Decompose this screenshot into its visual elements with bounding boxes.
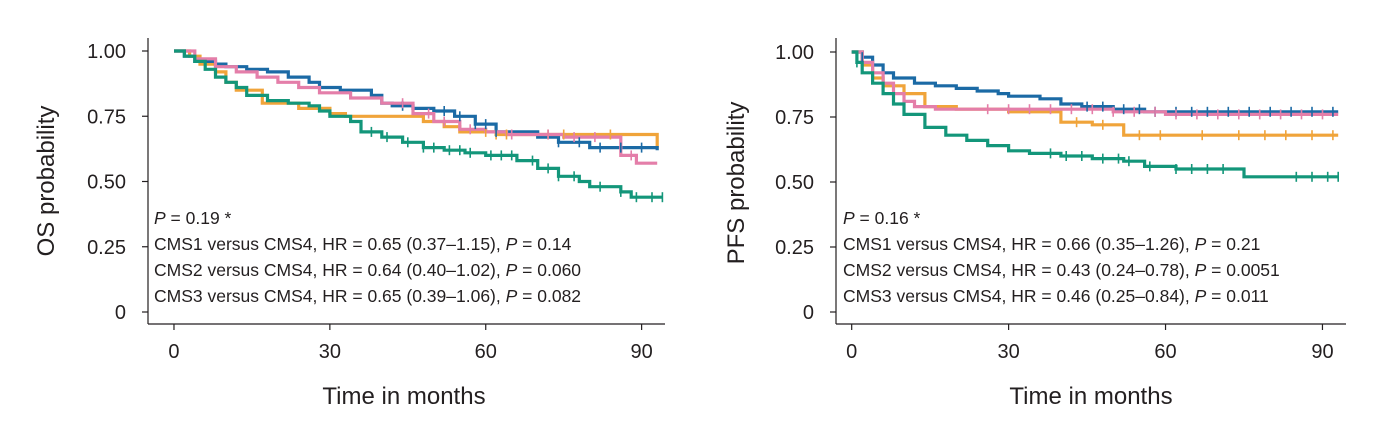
pfs-y-axis-title: PFS probability — [723, 102, 750, 265]
pfs-hr-p-value-cms2: = 0.0051 — [1206, 260, 1279, 280]
pfs-hr-text-cms1: CMS1 versus CMS4, HR = 0.66 (0.35–1.26), — [843, 234, 1195, 254]
pfs-hr-line-cms3: CMS3 versus CMS4, HR = 0.46 (0.25–0.84),… — [843, 286, 1269, 306]
os-hr-p-label-cms1: P — [506, 234, 518, 254]
os-overall-p-label: P — [154, 208, 166, 228]
os-censor-layer — [370, 98, 664, 203]
os-x-tick-label: 30 — [319, 341, 341, 363]
pfs-hr-line-cms2: CMS2 versus CMS4, HR = 0.43 (0.24–0.78),… — [843, 260, 1280, 280]
pfs-hr-p-label-cms1: P — [1195, 234, 1207, 254]
os-x-tick-label: 90 — [630, 341, 652, 363]
pfs-y-tick-label: 1.00 — [775, 42, 814, 64]
pfs-overall-p-value: = 0.16 * — [855, 208, 921, 228]
pfs-x-ticks: 0 30 60 90 — [846, 324, 1334, 363]
pfs-overall-p: P = 0.16 * — [843, 208, 921, 228]
pfs-x-tick-label: 0 — [846, 341, 857, 363]
os-hr-p-label-cms3: P — [506, 286, 518, 306]
os-y-tick-label: 0.75 — [87, 106, 126, 128]
pfs-x-tick-label: 30 — [997, 341, 1019, 363]
pfs-hr-p-value-cms3: = 0.011 — [1206, 286, 1268, 306]
os-series-layer — [174, 49, 663, 199]
os-y-tick-label: 1.00 — [87, 41, 126, 63]
os-hr-text-cms3: CMS3 versus CMS4, HR = 0.65 (0.39–1.06), — [154, 286, 506, 306]
os-plot-area — [174, 49, 664, 203]
pfs-hr-line-cms1: CMS1 versus CMS4, HR = 0.66 (0.35–1.26),… — [843, 234, 1260, 254]
pfs-hr-p-label-cms3: P — [1195, 286, 1207, 306]
pfs-overall-p-label: P — [843, 208, 855, 228]
pfs-y-ticks: 0 0.25 0.50 0.75 1.00 — [775, 42, 836, 324]
pfs-series-layer — [851, 50, 1339, 179]
os-y-ticks: 0 0.25 0.50 0.75 1.00 — [87, 41, 148, 324]
os-hr-text-cms2: CMS2 versus CMS4, HR = 0.64 (0.40–1.02), — [154, 260, 506, 280]
os-hr-p-label-cms2: P — [506, 260, 518, 280]
os-x-tick-label: 0 — [168, 341, 179, 363]
os-hr-text-cms1: CMS1 versus CMS4, HR = 0.65 (0.37–1.15), — [154, 234, 506, 254]
os-hr-p-value-cms1: = 0.14 — [517, 234, 571, 254]
pfs-y-tick-label: 0.50 — [775, 172, 814, 194]
os-annotation: P = 0.19 * CMS1 versus CMS4, HR = 0.65 (… — [154, 208, 581, 306]
os-hr-line-cms3: CMS3 versus CMS4, HR = 0.65 (0.39–1.06),… — [154, 286, 581, 306]
os-hr-p-value-cms3: = 0.082 — [517, 286, 581, 306]
os-chart-panel: 0 0.25 0.50 0.75 1.00 0 30 60 90 Time in months… — [33, 38, 665, 410]
pfs-hr-p-value-cms1: = 0.21 — [1206, 234, 1260, 254]
os-x-tick-label: 60 — [475, 341, 497, 363]
os-overall-p-value: = 0.19 * — [166, 208, 232, 228]
pfs-hr-text-cms2: CMS2 versus CMS4, HR = 0.43 (0.24–0.78), — [843, 260, 1195, 280]
os-series-cms4 — [174, 49, 663, 199]
pfs-x-axis-title: Time in months — [1009, 383, 1172, 410]
pfs-plot-area — [851, 50, 1339, 182]
pfs-y-tick-label: 0.25 — [775, 237, 814, 259]
pfs-hr-p-label-cms2: P — [1195, 260, 1207, 280]
pfs-censor-layer — [856, 52, 1339, 182]
os-overall-p: P = 0.19 * — [154, 208, 232, 228]
pfs-chart-panel: 0 0.25 0.50 0.75 1.00 0 30 60 90 Time in months… — [723, 38, 1346, 410]
pfs-annotation: P = 0.16 * CMS1 versus CMS4, HR = 0.66 (… — [843, 208, 1280, 306]
pfs-x-tick-label: 60 — [1154, 341, 1176, 363]
os-y-tick-label: 0.50 — [87, 172, 126, 194]
os-hr-line-cms1: CMS1 versus CMS4, HR = 0.65 (0.37–1.15),… — [154, 234, 572, 254]
os-hr-p-value-cms2: = 0.060 — [517, 260, 581, 280]
os-x-ticks: 0 30 60 90 — [168, 324, 653, 363]
pfs-y-tick-label: 0.75 — [775, 107, 814, 129]
os-y-axis-title: OS probability — [33, 106, 60, 257]
os-y-tick-label: 0 — [115, 302, 126, 324]
os-y-tick-label: 0.25 — [87, 237, 126, 259]
os-hr-line-cms2: CMS2 versus CMS4, HR = 0.64 (0.40–1.02),… — [154, 260, 581, 280]
pfs-hr-text-cms3: CMS3 versus CMS4, HR = 0.46 (0.25–0.84), — [843, 286, 1195, 306]
os-x-axis-title: Time in months — [322, 383, 485, 410]
pfs-x-tick-label: 90 — [1311, 341, 1333, 363]
pfs-y-tick-label: 0 — [803, 302, 814, 324]
